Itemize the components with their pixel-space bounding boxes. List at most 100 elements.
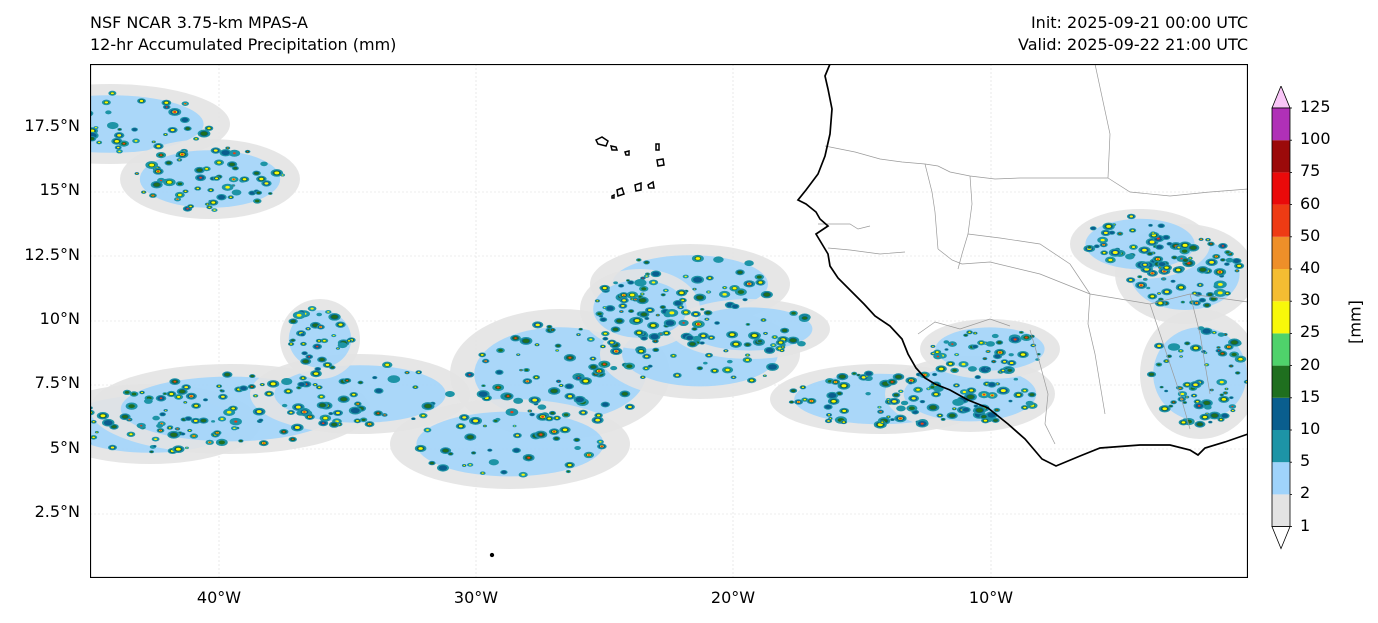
precip-cell [581,411,585,414]
precip-cell [612,327,619,331]
precip-cell [513,397,524,404]
precip-cell [184,103,187,105]
precip-cell [242,178,247,181]
precip-cell [387,375,401,383]
precip-cell [338,323,343,326]
precip-cell [931,345,934,347]
precip-cell [689,342,696,346]
precip-cell [1106,224,1112,228]
precip-cell [1211,297,1216,301]
precip-cell [1224,262,1229,266]
precip-cell [192,435,195,437]
precip-cell [1151,272,1154,275]
precip-cell [1202,328,1211,334]
precip-cell [881,421,884,423]
precip-cell [1131,229,1134,232]
precip-cell [560,384,563,387]
precip-cell [150,451,153,453]
precip-cell [239,440,243,442]
precip-cell [890,418,894,421]
precip-cell [962,390,967,393]
precip-cell [181,432,185,435]
precip-cell [745,358,750,362]
precip-cell [139,99,144,102]
precip-cell [375,388,383,393]
precip-cell [900,400,909,406]
precip-cell [566,470,570,473]
precip-cell [166,161,171,165]
precip-cell [160,179,163,182]
precip-cell [732,376,735,378]
precip-cell [1199,267,1207,272]
precip-cell [703,361,708,365]
precip-cell [597,370,601,373]
precip-cell [628,281,634,284]
precip-cell [1000,389,1006,393]
precip-cell [527,456,531,459]
precip-cell [232,152,236,155]
lon-tick: 10°W [968,588,1014,607]
colorbar-bin [1272,365,1290,398]
precip-cell [291,339,295,342]
precip-cell [909,379,913,382]
precip-cell [330,366,335,369]
precip-cell [156,170,160,173]
precip-cell [1143,263,1147,266]
precip-cell [665,320,675,326]
precip-cell [1025,400,1034,406]
precip-cell [865,391,871,396]
colorbar-frame [1271,107,1291,528]
precip-cell [679,291,684,295]
precip-cell [281,378,293,385]
precip-cell [128,404,135,409]
precip-cell [250,385,253,388]
precip-cell [1183,401,1187,404]
precip-cell [1193,346,1199,350]
precip-cell [331,314,338,319]
precip-cell [642,277,644,279]
precip-cell [715,321,720,325]
precip-cell [1193,383,1198,387]
precip-cell [335,411,340,415]
precip-cell [646,273,649,275]
precip-cell [346,379,349,382]
precip-cell [746,323,750,326]
precip-cell [256,191,261,194]
precip-cell [417,371,420,373]
precip-cell [1195,302,1198,304]
precip-cell [347,340,351,342]
precip-cell [621,392,628,396]
precip-cell [1206,413,1208,415]
precip-cell [626,279,630,282]
precip-cell [254,171,259,175]
precip-cell [325,363,330,366]
precip-cell [151,194,154,197]
precip-cell [211,201,216,204]
precip-cell [732,287,737,290]
precip-cell [1203,401,1210,406]
precip-cell [332,334,335,337]
precip-cell [225,185,230,189]
precip-cell [650,334,659,340]
precip-cell [316,312,323,317]
lat-tick: 12.5°N [24,245,80,264]
precip-cell [114,139,119,143]
precip-cell [1225,257,1234,263]
init-time: Init: 2025-09-21 00:00 UTC [1030,13,1248,32]
precip-cell [896,405,906,412]
precip-cell [981,415,987,419]
precip-cell [837,392,842,395]
precip-cell [764,375,766,377]
precip-cell [1156,258,1160,261]
precip-cell [1164,266,1169,269]
precip-cell [1146,286,1151,290]
borders [818,64,1248,445]
precip-cell [587,454,591,456]
precipitation-map [90,64,1248,578]
precip-cell [316,345,319,348]
precip-cell [626,364,633,368]
precip-cell [698,367,702,370]
colorbar-level-label: 125 [1300,97,1331,116]
precip-cell [291,438,294,441]
precip-cell [979,341,983,344]
